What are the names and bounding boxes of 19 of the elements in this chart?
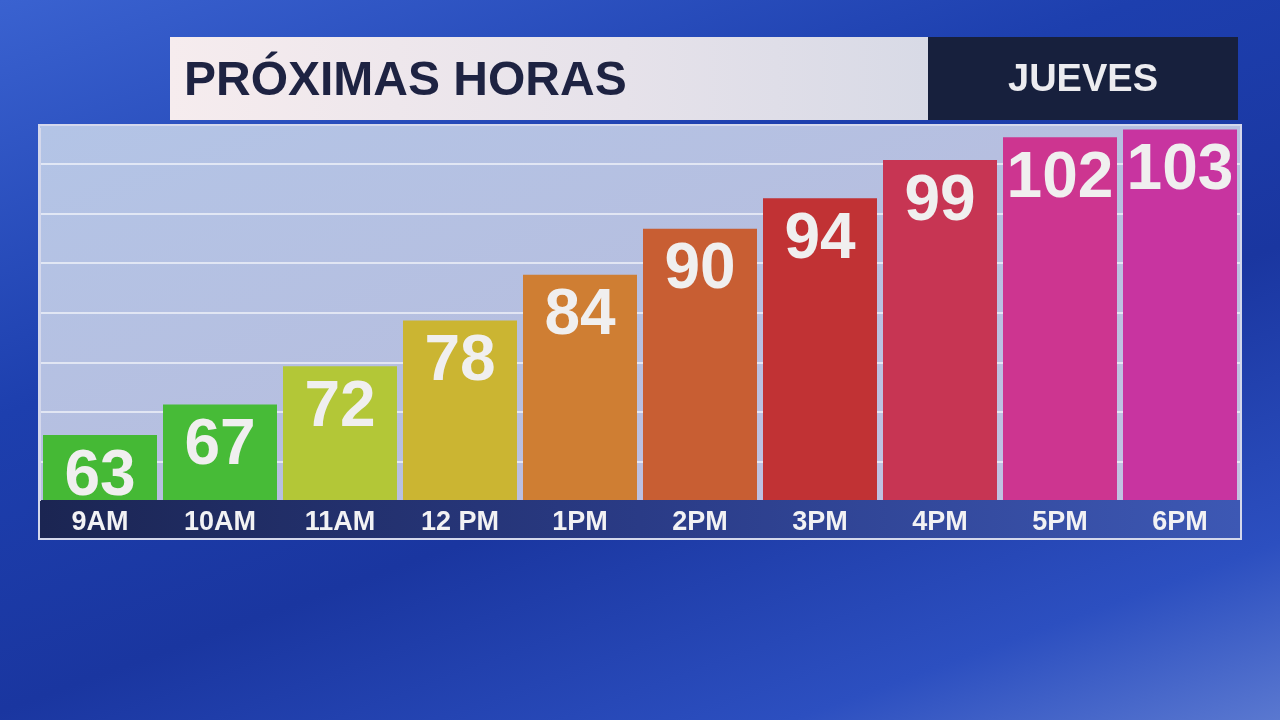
data-label: 67 bbox=[184, 406, 256, 479]
x-tick-label: 12 PM bbox=[420, 505, 500, 536]
x-tick-label: 4PM bbox=[912, 505, 968, 536]
chart-title: PRÓXIMAS HORAS bbox=[184, 50, 627, 107]
data-label: 103 bbox=[1126, 131, 1234, 204]
data-label: 84 bbox=[544, 276, 616, 349]
data-label: 102 bbox=[1006, 138, 1114, 211]
x-tick-label: 10AM bbox=[183, 505, 257, 536]
data-label: 90 bbox=[664, 230, 736, 303]
x-tick-label: 11AM bbox=[304, 505, 376, 536]
x-tick-label: 2PM bbox=[672, 505, 728, 536]
data-label: 78 bbox=[424, 322, 496, 395]
data-label: 99 bbox=[904, 161, 976, 234]
x-tick-label: 5PM bbox=[1032, 505, 1088, 536]
data-label: 72 bbox=[304, 367, 376, 440]
data-label: 94 bbox=[784, 199, 856, 272]
x-tick-label: 1PM bbox=[552, 505, 608, 536]
x-tick-label: 6PM bbox=[1152, 505, 1208, 536]
x-tick-label: 3PM bbox=[792, 505, 848, 536]
